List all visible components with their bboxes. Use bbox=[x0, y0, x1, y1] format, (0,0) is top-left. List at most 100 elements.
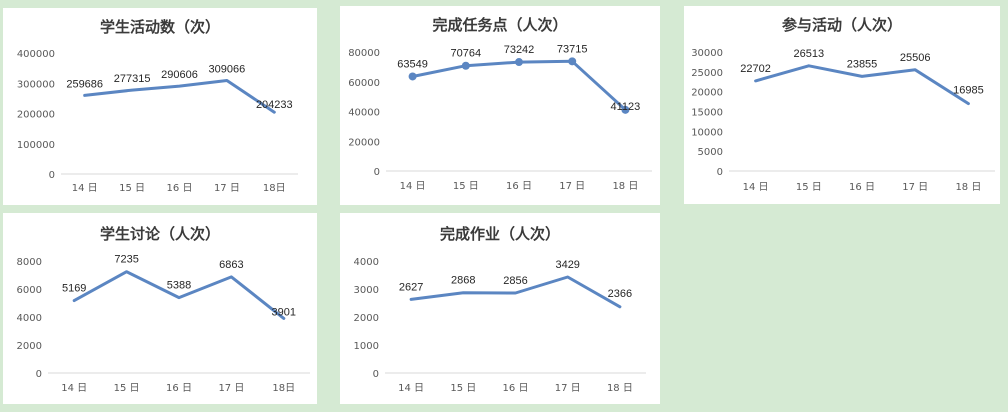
chart-panel-participation: 参与活动（人次） 0 5000 10000 15000 20000 25000 30000 14… bbox=[684, 6, 1000, 204]
data-label: 63549 bbox=[397, 58, 428, 70]
line-chart-svg: 学生讨论（人次） 0 2000 4000 6000 8000 14 日 15 日 16 日 17 … bbox=[17, 225, 310, 394]
data-label: 277315 bbox=[114, 73, 151, 85]
x-tick-label: 15 日 bbox=[796, 182, 822, 193]
series-line bbox=[411, 59, 627, 112]
data-label: 16985 bbox=[953, 85, 984, 97]
data-label: 70764 bbox=[451, 48, 482, 60]
data-label: 26513 bbox=[794, 48, 825, 60]
data-label: 2868 bbox=[451, 275, 475, 287]
data-label: 5169 bbox=[62, 283, 86, 295]
x-tick-label: 15 日 bbox=[453, 181, 479, 192]
y-tick-label: 80000 bbox=[348, 48, 380, 59]
x-tick-label: 17 日 bbox=[559, 181, 585, 192]
y-tick-label: 300000 bbox=[17, 79, 55, 90]
line-chart-svg: 完成作业（人次） 0 1000 2000 3000 4000 14 日 15 日 16 日 17 … bbox=[354, 225, 646, 394]
series-line bbox=[754, 64, 970, 106]
series-line bbox=[72, 270, 286, 320]
data-label: 2366 bbox=[608, 288, 632, 300]
y-tick-label: 0 bbox=[373, 369, 379, 380]
x-tick-label: 17 日 bbox=[214, 183, 240, 194]
y-tick-label: 25000 bbox=[691, 68, 723, 79]
x-tick-label: 15 日 bbox=[450, 383, 476, 394]
data-label: 309066 bbox=[209, 64, 246, 76]
x-tick-label: 14 日 bbox=[398, 383, 424, 394]
data-label: 2856 bbox=[503, 275, 527, 287]
data-label: 2627 bbox=[399, 281, 423, 293]
y-tick-label: 6000 bbox=[17, 285, 42, 296]
line-chart-svg: 学生活动数（次） 0 100000 200000 300000 400000 14 日 15 … bbox=[17, 18, 298, 194]
chart-panel-completed-homework: 完成作业（人次） 0 1000 2000 3000 4000 14 日 15 日 16 日 17 … bbox=[340, 213, 660, 404]
y-tick-label: 20000 bbox=[691, 88, 723, 99]
x-tick-label: 17 日 bbox=[902, 182, 928, 193]
chart-title: 学生活动数（次） bbox=[100, 18, 220, 36]
y-tick-label: 4000 bbox=[17, 313, 42, 324]
y-tick-label: 40000 bbox=[348, 108, 380, 119]
x-tick-label: 14 日 bbox=[72, 183, 98, 194]
y-tick-label: 0 bbox=[374, 167, 380, 178]
chart-title: 学生讨论（人次） bbox=[100, 225, 220, 243]
chart-panel-student-activities: 学生活动数（次） 0 100000 200000 300000 400000 14 日 15 … bbox=[3, 8, 317, 205]
data-label: 22702 bbox=[740, 63, 771, 75]
data-point-marker bbox=[408, 72, 417, 81]
data-label: 23855 bbox=[847, 58, 878, 70]
y-tick-label: 15000 bbox=[691, 108, 723, 119]
y-tick-label: 30000 bbox=[691, 48, 723, 59]
x-tick-label: 18 日 bbox=[607, 383, 633, 394]
chart-title: 完成任务点（人次） bbox=[432, 16, 567, 34]
x-tick-label: 17 日 bbox=[218, 383, 244, 394]
x-tick-label: 18日 bbox=[272, 383, 295, 394]
data-label: 41123 bbox=[611, 101, 641, 113]
x-tick-label: 16 日 bbox=[503, 383, 529, 394]
y-tick-label: 400000 bbox=[17, 49, 55, 60]
y-tick-label: 0 bbox=[36, 369, 42, 380]
y-tick-label: 200000 bbox=[17, 110, 55, 121]
data-point-marker bbox=[515, 58, 523, 67]
x-tick-label: 18 日 bbox=[612, 181, 638, 192]
x-tick-label: 14 日 bbox=[743, 182, 769, 193]
data-label: 204233 bbox=[256, 99, 293, 111]
x-tick-label: 16 日 bbox=[167, 183, 193, 194]
y-tick-label: 8000 bbox=[17, 257, 42, 268]
chart-title: 参与活动（人次） bbox=[782, 16, 902, 34]
x-tick-label: 14 日 bbox=[400, 181, 426, 192]
x-tick-label: 14 日 bbox=[61, 383, 87, 394]
data-label: 6863 bbox=[219, 259, 243, 271]
y-tick-label: 5000 bbox=[698, 147, 723, 158]
data-label: 73242 bbox=[504, 44, 535, 56]
y-tick-label: 60000 bbox=[348, 78, 380, 89]
series-line bbox=[409, 275, 622, 309]
data-label: 259686 bbox=[66, 78, 103, 90]
x-tick-label: 17 日 bbox=[555, 383, 581, 394]
chart-panel-completed-tasks: 完成任务点（人次） 0 20000 40000 60000 80000 14 日 15 日 16… bbox=[340, 6, 660, 205]
data-label: 7235 bbox=[114, 254, 138, 266]
x-tick-label: 18 日 bbox=[955, 182, 981, 193]
line-chart-svg: 参与活动（人次） 0 5000 10000 15000 20000 25000 30000 14… bbox=[691, 16, 995, 193]
data-label: 73715 bbox=[557, 43, 588, 55]
x-tick-label: 18日 bbox=[263, 183, 286, 194]
x-tick-label: 16 日 bbox=[849, 182, 875, 193]
x-tick-label: 16 日 bbox=[506, 181, 532, 192]
x-tick-label: 16 日 bbox=[166, 383, 192, 394]
y-tick-label: 0 bbox=[717, 167, 723, 178]
data-label: 5388 bbox=[167, 280, 191, 292]
y-tick-label: 2000 bbox=[17, 341, 42, 352]
data-point-marker bbox=[568, 57, 577, 66]
y-tick-label: 2000 bbox=[354, 313, 379, 324]
y-tick-label: 4000 bbox=[354, 257, 379, 268]
y-tick-label: 0 bbox=[49, 170, 55, 181]
y-tick-label: 100000 bbox=[17, 140, 55, 151]
y-tick-label: 1000 bbox=[354, 341, 379, 352]
x-tick-label: 15 日 bbox=[119, 183, 145, 194]
y-tick-label: 10000 bbox=[691, 127, 723, 138]
data-point-marker bbox=[461, 61, 470, 70]
x-tick-label: 15 日 bbox=[114, 383, 140, 394]
data-label: 3901 bbox=[272, 306, 296, 318]
line-chart-svg: 完成任务点（人次） 0 20000 40000 60000 80000 14 日 15 日 16… bbox=[348, 16, 652, 192]
data-label: 290606 bbox=[161, 69, 198, 81]
data-label: 25506 bbox=[900, 52, 931, 64]
chart-title: 完成作业（人次） bbox=[440, 225, 560, 243]
chart-panel-student-discussion: 学生讨论（人次） 0 2000 4000 6000 8000 14 日 15 日 16 日 17 … bbox=[3, 213, 317, 404]
data-label: 3429 bbox=[555, 259, 579, 271]
series-line bbox=[83, 79, 276, 114]
y-tick-label: 3000 bbox=[354, 285, 379, 296]
